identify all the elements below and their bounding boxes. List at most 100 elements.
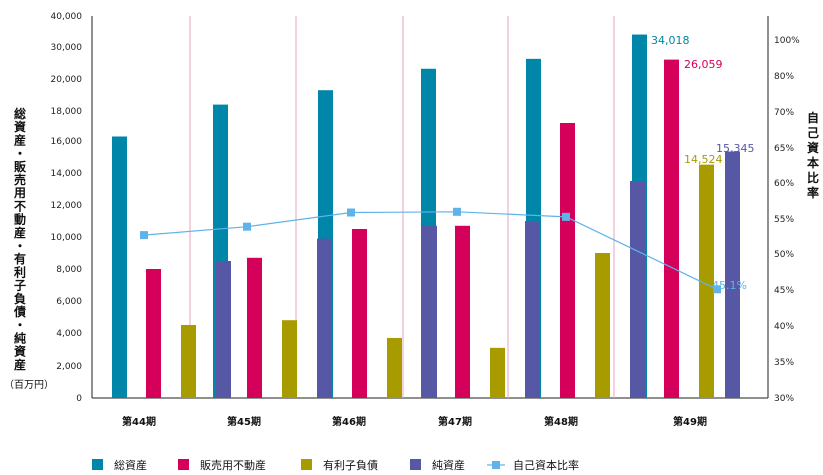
bar-1-1 [247,257,262,398]
ratio-line [140,207,721,294]
legend-label-2: 有利子負債 [323,458,378,472]
ratio-point-2 [347,208,355,217]
right-tick-label: 60% [774,179,794,189]
left-tick-label: 12,000 [51,201,83,211]
right-axis-title-char: 己 [807,126,819,140]
left-axis-title-char: 産 [14,225,26,240]
legend-label-ratio: 自己資本比率 [513,458,579,472]
bar-2-2 [387,337,402,398]
value-label-4: 45.1% [712,279,747,292]
ratio-point-4 [562,212,570,221]
right-axis-title-char: 自 [807,110,819,125]
bar-0-0 [112,136,127,398]
right-axis-title: 自己資本比率 [807,110,819,200]
left-axis-title-char: 売 [14,172,26,187]
right-axis-ticks: 100% 80% 70% 65% 60% 55% 50% 45% 40% 35% 30% [774,36,800,404]
value-label-2: 14,524 [684,153,723,166]
value-label-1: 26,059 [684,58,723,71]
left-axis-title-char: 動 [14,212,26,227]
legend-label-1: 販売用不動産 [200,458,266,472]
legend-swatch-2 [301,459,312,470]
left-axis-title-char: 有 [14,251,26,266]
category-label: 第49期 [673,415,707,428]
left-tick-label: 4,000 [56,329,82,339]
bar-2-5 [699,164,714,398]
bar-1-4 [560,123,575,398]
chart-bars [112,34,740,399]
left-axis-unit: （百万円） [4,379,54,391]
bar-3-5 [725,151,740,398]
bar-3-3 [525,221,540,398]
bar-2-3 [490,347,505,398]
left-axis-title-char: ・ [14,147,26,161]
right-tick-label: 65% [774,144,794,154]
left-axis-title-char: 販 [14,159,27,174]
right-tick-label: 50% [774,250,794,260]
left-tick-label: 2,000 [56,362,82,372]
value-label-0: 34,018 [651,34,690,47]
legend-label-0: 総資産 [114,458,147,472]
left-axis-title: 総資産・販売用不動産・有利子負債・純資産 [13,106,27,372]
left-axis-title-char: 債 [13,304,26,319]
ratio-point-1 [243,222,251,231]
value-label-3: 15,345 [716,142,755,155]
left-axis-title-char: 純 [14,330,26,345]
left-tick-label: 8,000 [56,265,82,275]
bar-1-0 [146,269,161,398]
left-axis-title-char: ・ [14,318,26,332]
legend-swatch-3 [410,459,421,470]
right-tick-label: 70% [774,108,794,118]
left-tick-label: 10,000 [51,233,83,243]
category-label: 第47期 [438,415,472,428]
ratio-point-3 [453,207,461,216]
right-tick-label: 45% [774,286,794,296]
category-labels: 第44期 第45期 第46期 第47期 第48期 第49期 [122,415,707,428]
bar-3-2 [422,225,437,398]
ratio-point-0 [140,231,148,240]
left-axis-title-char: 子 [14,279,26,293]
bar-3-4 [630,181,645,398]
bar-2-4 [595,253,610,398]
left-tick-label: 20,000 [51,75,83,85]
left-axis-title-char: 資 [14,344,26,359]
left-axis-title-char: ・ [14,239,26,253]
bar-2-0 [181,325,196,398]
left-axis-title-char: 総 [14,106,26,121]
legend-swatch-1 [178,459,189,470]
bar-1-5 [664,59,679,398]
legend-swatch-0 [92,459,103,470]
category-label: 第45期 [227,415,261,428]
left-axis-title-char: 用 [13,186,26,200]
left-tick-label: 16,000 [51,137,83,147]
bar-2-1 [282,320,297,398]
left-tick-label: 18,000 [51,107,83,117]
right-axis-title-char: 資 [807,140,819,155]
left-axis-title-char: 利 [14,264,26,279]
category-label: 第48期 [544,415,578,428]
bar-3-1 [317,238,332,398]
left-axis-title-char: 不 [14,199,26,213]
right-tick-label: 35% [774,358,794,368]
left-tick-label: 0 [76,394,82,404]
legend-line-marker [492,461,500,469]
left-axis-title-char: 産 [14,132,26,147]
right-tick-label: 80% [774,72,794,82]
chart-legend: 総資産 販売用不動産 有利子負債 純資産 自己資本比率 [92,458,579,472]
bar-1-2 [352,229,367,398]
left-axis-title-char: 資 [14,119,26,134]
left-axis-title-char: 産 [14,357,26,372]
ratio-point-5 [713,285,721,294]
right-tick-label: 55% [774,215,794,225]
right-axis-title-char: 比 [807,170,819,185]
category-label: 第46期 [332,415,366,428]
ratio-polyline [143,211,718,290]
left-axis-ticks: 40,000 30,000 20,000 18,000 16,000 14,000 12,0… [51,12,83,404]
bar-3-0 [216,261,231,398]
right-axis-title-char: 本 [807,155,819,170]
left-axis-title-char: 負 [14,291,26,306]
left-tick-label: 40,000 [51,12,83,22]
right-tick-label: 100% [774,36,800,46]
right-axis-title-char: 率 [807,185,819,200]
